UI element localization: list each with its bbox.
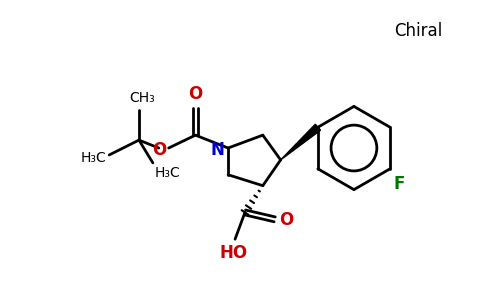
- Polygon shape: [281, 124, 320, 160]
- Text: N: N: [210, 141, 224, 159]
- Text: F: F: [394, 175, 405, 193]
- Text: H₃C: H₃C: [80, 151, 106, 165]
- Text: CH₃: CH₃: [129, 92, 155, 105]
- Text: H₃C: H₃C: [155, 166, 181, 180]
- Text: Chiral: Chiral: [394, 22, 442, 40]
- Text: O: O: [279, 211, 293, 229]
- Text: O: O: [152, 141, 166, 159]
- Text: O: O: [188, 85, 203, 103]
- Text: HO: HO: [219, 244, 247, 262]
